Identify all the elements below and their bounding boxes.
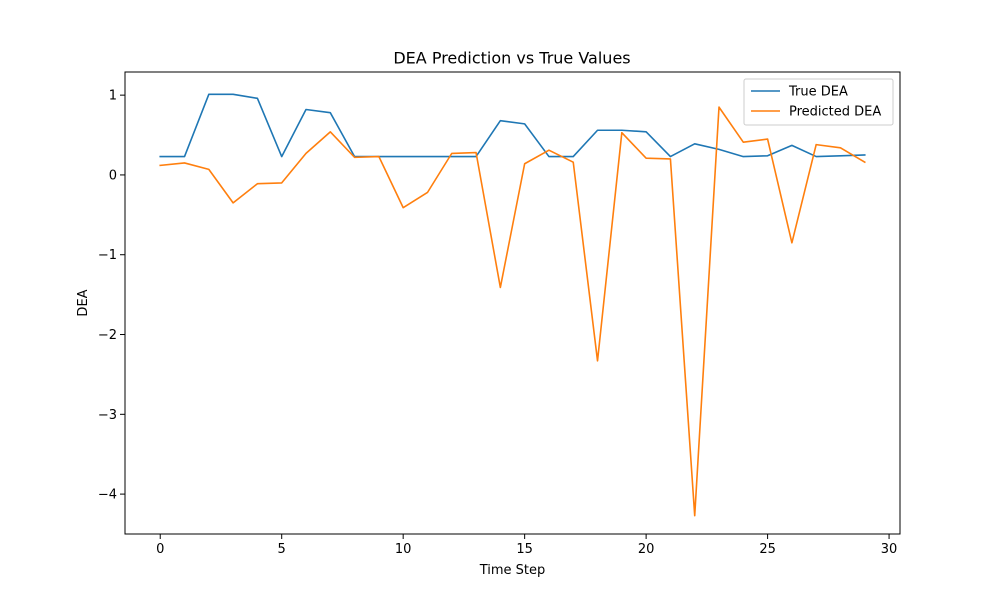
series-line-predicted-dea xyxy=(159,106,866,517)
y-tick-label: −1 xyxy=(98,248,117,263)
y-tick-label: 1 xyxy=(109,89,117,104)
x-tick-label: 0 xyxy=(156,542,164,557)
legend: True DEA Predicted DEA xyxy=(743,78,894,126)
plot-area xyxy=(159,93,866,517)
x-tick-label: 20 xyxy=(638,542,655,557)
series-line-true-dea xyxy=(159,93,866,158)
x-tick-label: 30 xyxy=(881,542,898,557)
x-tick-label: 25 xyxy=(759,542,776,557)
x-tick-label: 10 xyxy=(395,542,412,557)
x-tick-label: 5 xyxy=(278,542,286,557)
legend-label-predicted-dea: Predicted DEA xyxy=(789,105,881,120)
y-tick-label: −2 xyxy=(98,328,117,343)
y-tick-label: −3 xyxy=(98,408,117,423)
y-axis-label: DEA xyxy=(76,289,91,316)
x-tick-label: 15 xyxy=(516,542,533,557)
plot-frame xyxy=(124,71,901,535)
legend-box xyxy=(743,78,894,126)
x-axis-label: Time Step xyxy=(479,563,546,578)
legend-label-true-dea: True DEA xyxy=(788,85,848,100)
y-tick-label: 0 xyxy=(109,168,117,183)
y-tick-label: −4 xyxy=(98,488,117,503)
chart-title: DEA Prediction vs True Values xyxy=(393,49,630,68)
